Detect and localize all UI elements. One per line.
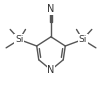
Text: Si: Si <box>78 35 87 44</box>
Text: Si: Si <box>15 35 24 44</box>
Text: N: N <box>47 4 55 14</box>
Text: N: N <box>47 65 55 75</box>
